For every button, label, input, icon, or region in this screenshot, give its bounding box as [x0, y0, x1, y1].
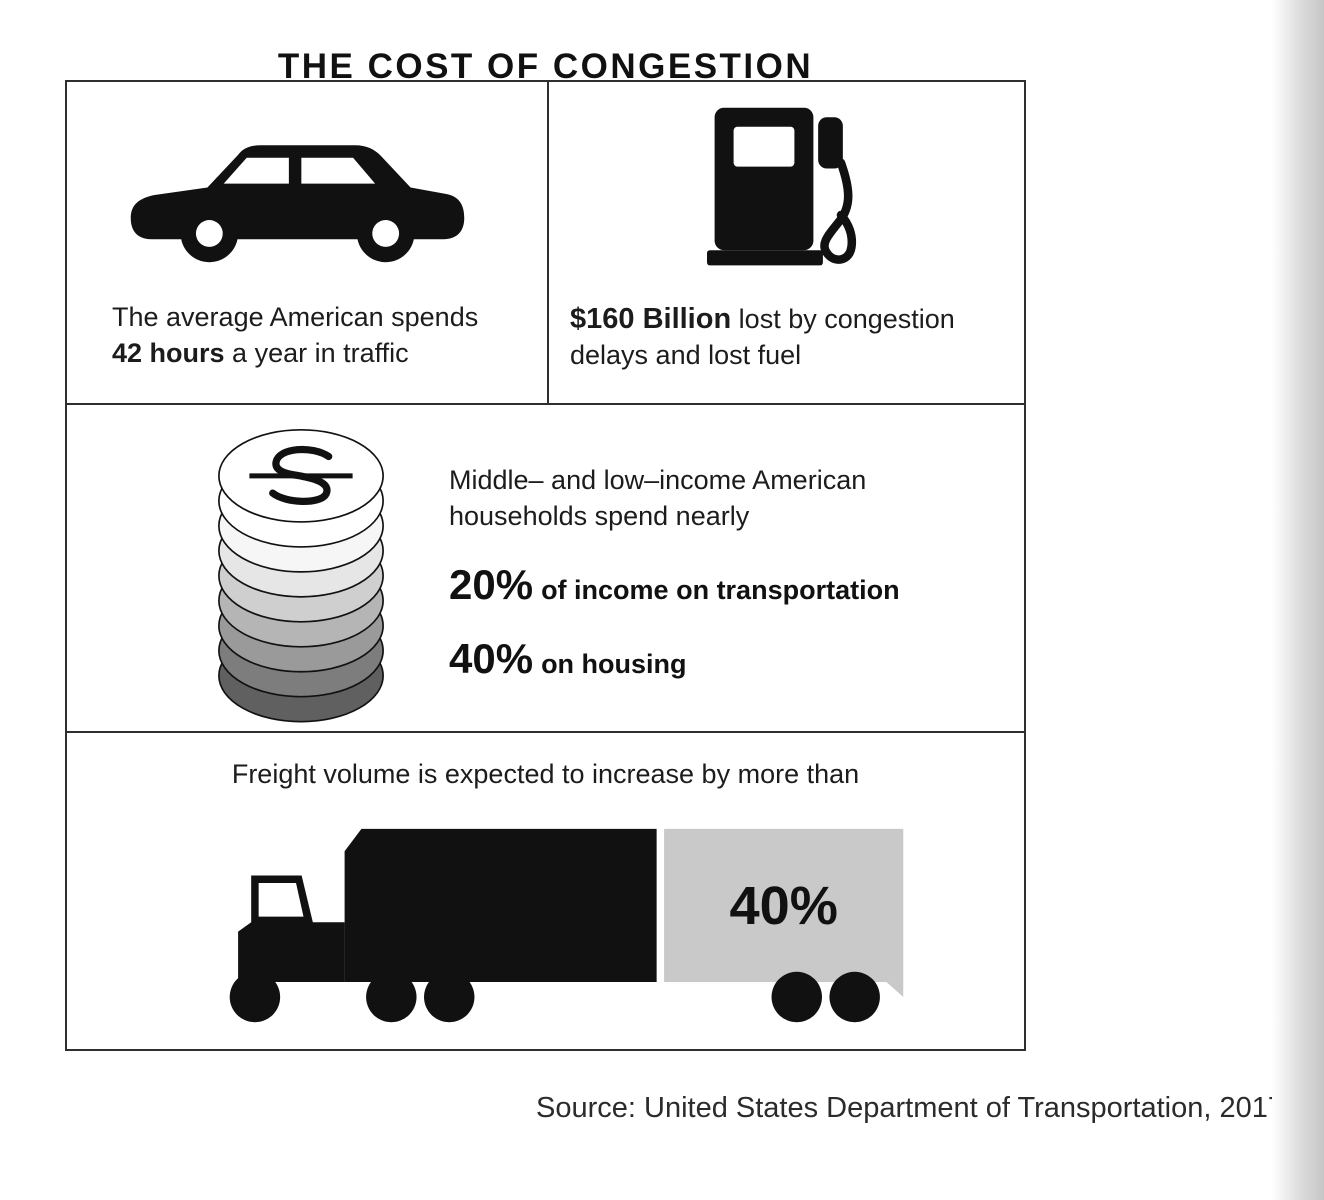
income-stat-housing-value: 40% — [449, 634, 534, 682]
congestion-cost-caption: $160 Billion lost by congestion delays a… — [570, 300, 1020, 374]
income-stat-housing: 40% on housing — [449, 635, 969, 683]
panel-freight: Freight volume is expected to increase b… — [67, 733, 1024, 1049]
traffic-stat: 42 hours — [112, 337, 225, 368]
panel-traffic: The average American spends 42 hours a y… — [67, 82, 549, 405]
truck-icon: 40% — [229, 828, 904, 1023]
income-stat-transportation-value: 20% — [449, 560, 534, 608]
congestion-cost-text: lost by congestion delays and lost fuel — [570, 304, 955, 371]
right-edge-gradient — [1272, 0, 1324, 1200]
traffic-line1: The average American spends — [112, 302, 479, 332]
income-intro: Middle– and low–income American househol… — [449, 465, 867, 531]
panel-income: Middle– and low–income American househol… — [67, 405, 1024, 733]
congestion-cost-stat: $160 Billion — [570, 303, 732, 335]
freight-heading: Freight volume is expected to increase b… — [231, 759, 860, 789]
source-attribution: Source: United States Department of Tran… — [536, 1092, 1284, 1124]
gas-pump-icon — [707, 107, 857, 266]
income-stat-transportation: 20% of income on transportation — [449, 561, 969, 609]
infographic-title: THE COST OF CONGESTION — [277, 47, 814, 87]
infographic-frame: The average American spends 42 hours a y… — [65, 80, 1026, 1051]
coin-stack-icon — [218, 429, 384, 723]
income-stat-housing-label: on housing — [541, 648, 687, 679]
car-icon — [130, 145, 465, 263]
freight-stat: 40% — [729, 876, 837, 936]
panel-congestion-cost: $160 Billion lost by congestion delays a… — [549, 82, 1024, 405]
income-text-block: Middle– and low–income American househol… — [449, 463, 969, 683]
traffic-caption: The average American spends 42 hours a y… — [112, 300, 532, 371]
dollar-sign-glyph — [249, 445, 353, 505]
income-stat-transportation-label: of income on transportation — [541, 574, 900, 605]
traffic-line2: a year in traffic — [224, 337, 409, 368]
